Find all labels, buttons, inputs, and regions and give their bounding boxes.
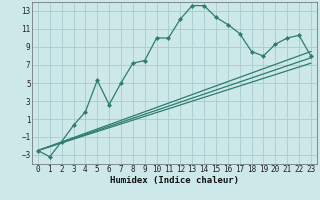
- X-axis label: Humidex (Indice chaleur): Humidex (Indice chaleur): [110, 176, 239, 185]
